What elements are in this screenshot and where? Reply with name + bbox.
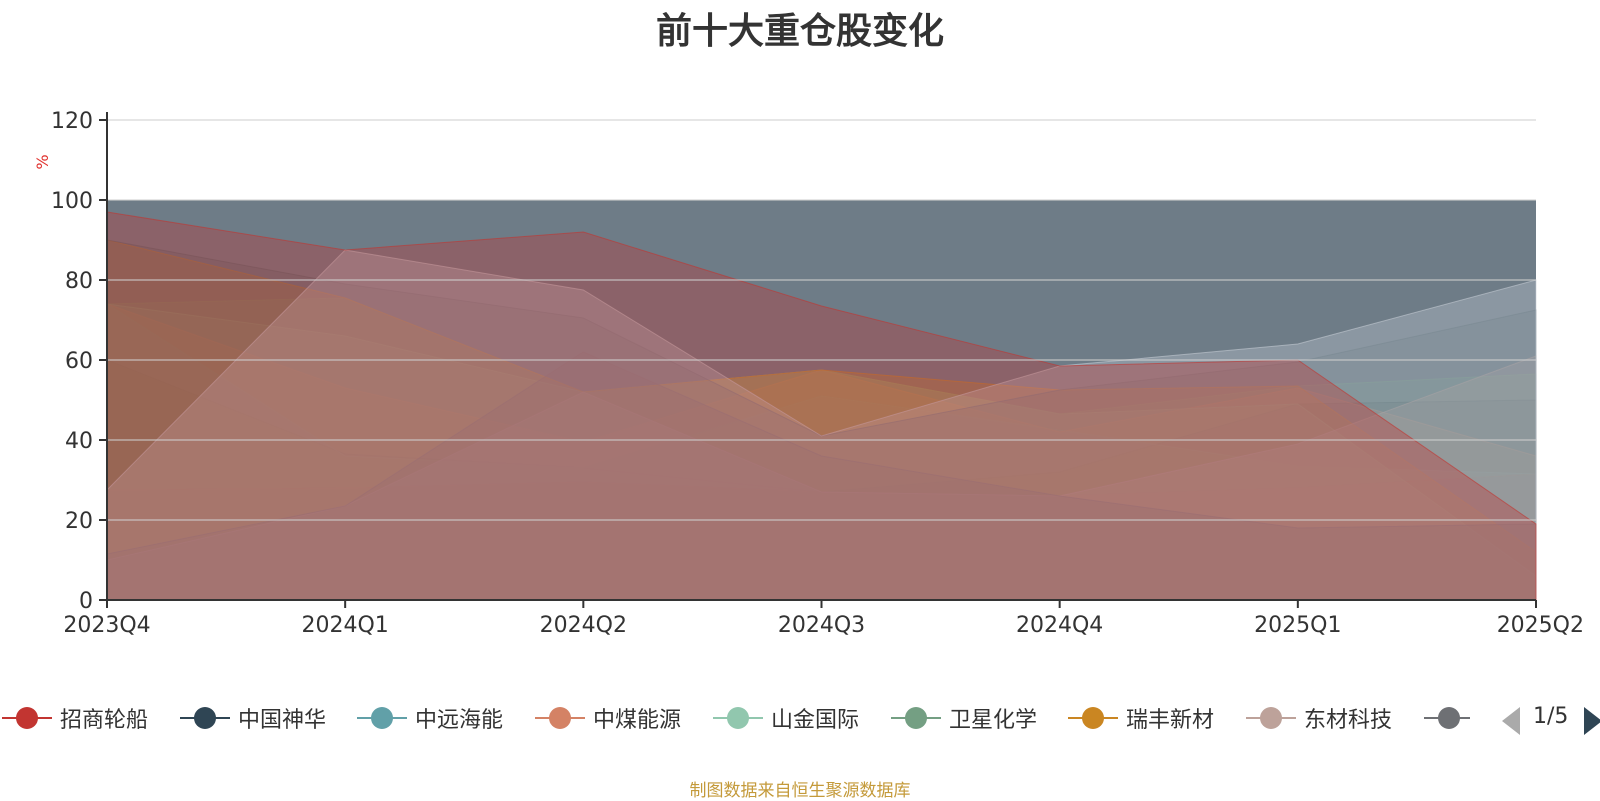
y-tick-label-0: 0 [79, 589, 93, 614]
legend-next-icon[interactable] [1584, 707, 1600, 735]
legend-marker-icon [891, 707, 941, 729]
legend-label: 招商轮船 [60, 708, 149, 732]
legend-marker-icon [1424, 707, 1470, 729]
y-tick-label-20: 20 [65, 509, 93, 534]
legend-marker-icon [357, 707, 407, 729]
legend-pager: 1/5 [1502, 704, 1600, 735]
legend-label: 山金国际 [771, 708, 860, 732]
y-axis-label: % [33, 154, 52, 169]
y-tick-label-120: 120 [51, 109, 93, 134]
legend-label: 东材科技 [1304, 708, 1393, 732]
y-tick-label-100: 100 [51, 189, 93, 214]
chart-title: 前十大重仓股变化 [655, 11, 944, 52]
legend-marker-icon [713, 707, 763, 729]
legend: 招商轮船 中国神华 中远海能 中煤能源 山金国际 卫星化学 瑞丰新材 东材科技 [0, 704, 1470, 732]
legend-marker-icon [535, 707, 585, 729]
legend-label: 卫星化学 [949, 708, 1038, 732]
legend-item-1[interactable]: 招商轮船 [2, 704, 148, 732]
area-series-12 [106, 211, 1537, 601]
legend-item-4[interactable]: 中煤能源 [535, 704, 681, 732]
area-series [106, 211, 1537, 601]
plot-band [107, 200, 1536, 600]
legend-prev-icon[interactable] [1502, 707, 1520, 735]
legend-page-indicator: 1/5 [1533, 704, 1569, 729]
x-tick-label-5: 2024Q4 [1016, 613, 1103, 638]
legend-marker-icon [2, 707, 52, 729]
legend-item-7[interactable]: 瑞丰新材 [1068, 704, 1214, 732]
source-note: 制图数据来自恒生聚源数据库 [689, 781, 911, 801]
legend-label: 中煤能源 [593, 708, 682, 732]
x-tick-label-6: 2025Q1 [1254, 613, 1341, 638]
axes [99, 112, 1537, 608]
x-tick-labels: 2023Q4 2024Q1 2024Q2 2024Q3 2024Q4 2025Q1 2025… [63, 613, 1584, 638]
x-tick-label-3: 2024Q2 [540, 613, 627, 638]
plot-background [107, 200, 1536, 600]
legend-item-2[interactable]: 中国神华 [180, 704, 326, 732]
y-tick-label-80: 80 [65, 269, 93, 294]
legend-item-6[interactable]: 卫星化学 [891, 704, 1037, 732]
x-tick-label-2: 2024Q1 [302, 613, 389, 638]
legend-marker-icon [180, 707, 230, 729]
y-tick-label-40: 40 [65, 429, 93, 454]
legend-item-5[interactable]: 山金国际 [713, 704, 859, 732]
x-tick-label-1: 2023Q4 [63, 613, 150, 638]
legend-marker-icon [1246, 707, 1296, 729]
legend-item-9[interactable] [1424, 704, 1470, 732]
x-tick-label-7: 2025Q2 [1497, 613, 1584, 638]
x-tick-label-4: 2024Q3 [778, 613, 865, 638]
y-tick-label-60: 60 [65, 349, 93, 374]
legend-marker-icon [1068, 707, 1118, 729]
y-tick-labels: 0 20 40 60 80 100 120 [51, 109, 93, 614]
legend-label: 瑞丰新材 [1126, 708, 1215, 732]
legend-label: 中远海能 [415, 708, 504, 732]
legend-item-8[interactable]: 东材科技 [1246, 704, 1392, 732]
legend-label: 中国神华 [238, 708, 327, 732]
legend-item-3[interactable]: 中远海能 [357, 704, 503, 732]
gridlines [107, 119, 1536, 521]
